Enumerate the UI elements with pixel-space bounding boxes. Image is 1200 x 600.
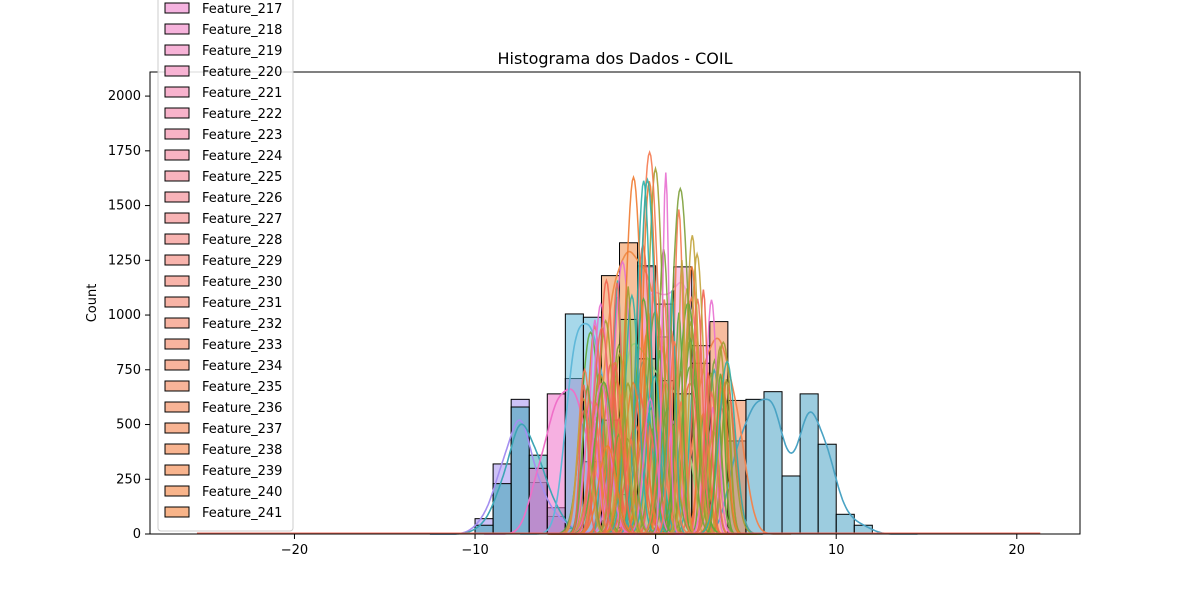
legend-swatch: [164, 65, 190, 77]
legend-swatch: [164, 233, 190, 245]
kde-spike: [597, 174, 670, 535]
x-tick-label: −10: [461, 543, 488, 558]
legend: Feature_217 Feature_218 Feature_219 Feature…: [157, 0, 294, 532]
x-tick-label: 20: [1009, 543, 1026, 558]
histogram-bar: [763, 391, 783, 535]
legend-label: Feature_224: [202, 149, 282, 164]
legend-swatch: [164, 317, 190, 329]
legend-label: Feature_234: [202, 359, 282, 374]
legend-label: Feature_233: [202, 338, 282, 353]
y-tick-label: 1000: [108, 308, 141, 323]
legend-box: [157, 0, 294, 532]
y-tick-label: 1750: [108, 144, 141, 159]
legend-label: Feature_223: [202, 128, 282, 143]
legend-swatch: [164, 107, 190, 119]
legend-label: Feature_225: [202, 170, 282, 185]
legend-swatch: [164, 380, 190, 392]
legend-label: Feature_227: [202, 212, 282, 227]
y-tick-label: 0: [133, 527, 141, 542]
x-tick-label: −20: [281, 543, 308, 558]
legend-label: Feature_240: [202, 485, 282, 500]
legend-label: Feature_222: [202, 107, 282, 122]
legend-label: Feature_235: [202, 380, 282, 395]
legend-label: Feature_218: [202, 23, 282, 38]
histogram-bar: [781, 475, 801, 535]
histogram-bar: [799, 393, 819, 535]
legend-swatch: [164, 443, 190, 455]
legend-label: Feature_231: [202, 296, 282, 311]
legend-swatch: [164, 212, 190, 224]
legend-swatch: [164, 170, 190, 182]
legend-label: Feature_241: [202, 506, 282, 521]
legend-label: Feature_221: [202, 86, 282, 101]
legend-swatch: [164, 191, 190, 203]
legend-label: Feature_238: [202, 443, 282, 458]
legend-label: Feature_228: [202, 233, 282, 248]
legend-swatch: [164, 464, 190, 476]
legend-swatch: [164, 359, 190, 371]
legend-label: Feature_229: [202, 254, 282, 269]
legend-swatch: [164, 128, 190, 140]
legend-swatch: [164, 275, 190, 287]
legend-swatch: [164, 485, 190, 497]
legend-swatch: [164, 401, 190, 413]
legend-swatch: [164, 296, 190, 308]
legend-swatch: [164, 149, 190, 161]
legend-swatch: [164, 23, 190, 35]
legend-swatch: [164, 254, 190, 266]
x-axis-ticks: −20 −10 0 10 20: [281, 534, 1025, 558]
legend-label: Feature_220: [202, 65, 282, 80]
histogram-bar: [492, 483, 512, 535]
y-tick-label: 250: [116, 472, 141, 487]
x-tick-label: 0: [651, 543, 659, 558]
y-tick-label: 500: [116, 418, 141, 433]
y-axis-label: Count: [85, 284, 100, 323]
kde-spike: [691, 360, 764, 535]
y-axis-ticks: 0 250 500 750 1000 1250 1500 1750 2000: [108, 89, 150, 542]
legend-swatch: [164, 2, 190, 14]
x-tick-label: 10: [828, 543, 845, 558]
chart-title: Histograma dos Dados - COIL: [497, 49, 732, 68]
y-tick-label: 2000: [108, 89, 141, 104]
legend-swatch: [164, 86, 190, 98]
plot-frame: [149, 71, 1081, 535]
y-tick-label: 1500: [108, 199, 141, 214]
legend-label: Feature_219: [202, 44, 282, 59]
legend-label: Feature_232: [202, 317, 282, 332]
y-tick-label: 1250: [108, 253, 141, 268]
legend-label: Feature_237: [202, 422, 282, 437]
legend-label: Feature_236: [202, 401, 282, 416]
legend-label: Feature_239: [202, 464, 282, 479]
histogram-bar: [817, 443, 837, 535]
legend-swatch: [164, 422, 190, 434]
kde-spike: [571, 445, 644, 535]
legend-label: Feature_226: [202, 191, 282, 206]
y-tick-label: 750: [116, 363, 141, 378]
legend-swatch: [164, 506, 190, 518]
axes-frame: [149, 71, 1081, 535]
legend-swatch: [164, 44, 190, 56]
legend-label: Feature_230: [202, 275, 282, 290]
legend-swatch: [164, 338, 190, 350]
legend-label: Feature_217: [202, 2, 282, 17]
